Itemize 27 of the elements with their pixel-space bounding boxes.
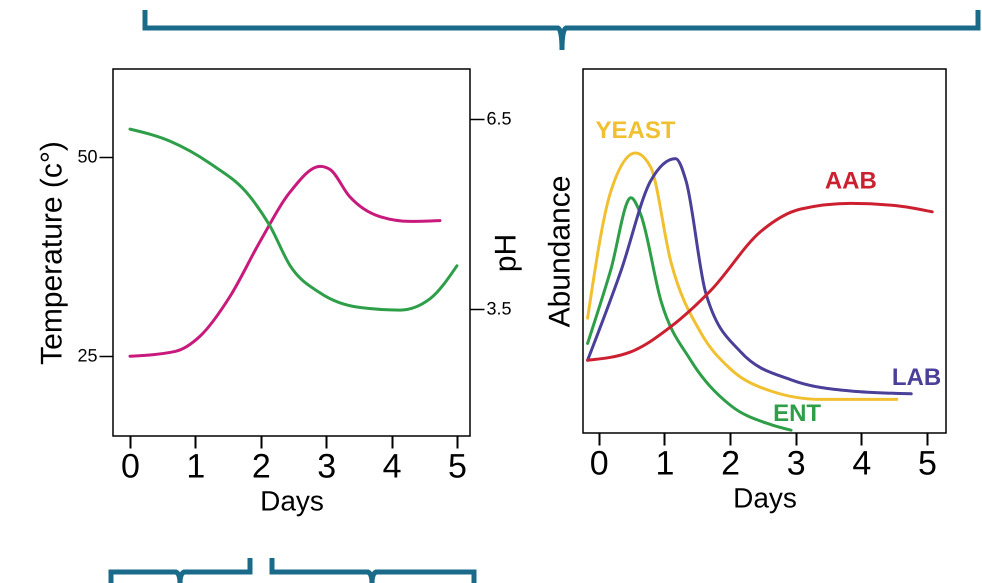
x-tick-label: 0 (590, 444, 609, 482)
line-series (128, 128, 458, 312)
x-tick-label: 1 (655, 444, 674, 482)
x-tick-label: 2 (252, 448, 271, 486)
y-axis-title: Temperature (c°) (35, 141, 68, 365)
x-tick-label: 4 (852, 444, 872, 482)
y2-axis-title: pH (490, 234, 523, 272)
x-tick-label: 5 (448, 448, 467, 486)
line-series (128, 164, 442, 358)
series-label: ENT (773, 400, 822, 428)
x-axis-title: Days (260, 486, 324, 516)
x-tick-label: 3 (317, 448, 336, 486)
y-tick-label: 25 (77, 346, 98, 366)
series-label: AAB (824, 167, 877, 194)
series-label: LAB (892, 364, 942, 391)
y-tick-label: 50 (77, 146, 98, 166)
x-tick-label: 2 (721, 444, 740, 482)
x-axis-title: Days (733, 482, 797, 514)
series-label: YEAST (596, 117, 676, 144)
x-tick-label: 4 (382, 448, 402, 486)
x-tick-label: 0 (121, 448, 140, 486)
x-tick-label: 5 (918, 444, 937, 482)
y-axis-title: Abundance (544, 176, 576, 328)
y2-tick-label: 6.5 (486, 108, 512, 128)
x-tick-label: 3 (786, 444, 806, 482)
y2-tick-label: 3.5 (486, 298, 512, 318)
x-tick-label: 1 (186, 448, 206, 486)
